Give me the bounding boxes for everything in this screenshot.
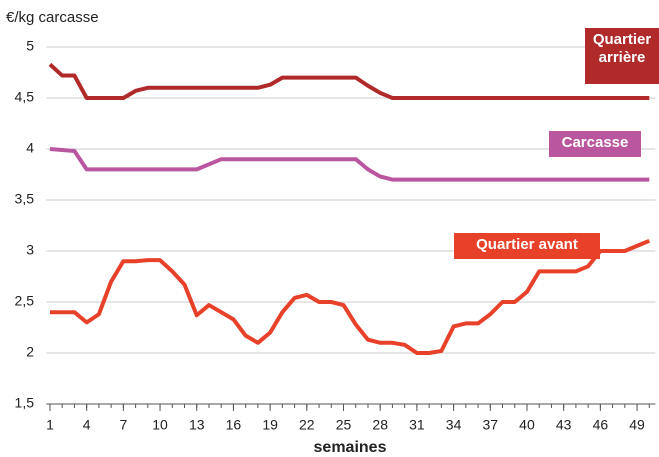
- x-tick-label: 40: [519, 417, 535, 433]
- series-line: [49, 147, 650, 182]
- x-tick-label: 46: [593, 417, 609, 433]
- x-tick-label: 49: [629, 417, 645, 433]
- x-tick-label: 37: [482, 417, 498, 433]
- x-tick-label: 25: [336, 417, 352, 433]
- x-tick-label: 16: [226, 417, 242, 433]
- x-tick-label: 13: [189, 417, 205, 433]
- x-tick-label: 10: [152, 417, 168, 433]
- series-label: Quartier arrière: [585, 28, 659, 84]
- x-tick-label: 1: [46, 417, 54, 433]
- y-tick-label: 4: [26, 140, 34, 156]
- y-axis-title: €/kg carcasse: [6, 9, 99, 26]
- series-line: [49, 238, 651, 355]
- x-tick-label: 28: [372, 417, 388, 433]
- y-tick-label: 4,5: [15, 89, 35, 105]
- x-tick-label: 19: [262, 417, 278, 433]
- y-tick-label: 3,5: [15, 191, 35, 207]
- x-tick-label: 43: [556, 417, 572, 433]
- y-tick-label: 2: [26, 344, 34, 360]
- x-tick-label: 22: [299, 417, 315, 433]
- x-tick-label: 4: [83, 417, 91, 433]
- series-line: [48, 62, 650, 100]
- y-tick-label: 3: [26, 242, 34, 258]
- x-tick-label: 7: [119, 417, 127, 433]
- y-tick-label: 2,5: [15, 293, 35, 309]
- series-label: Quartier avant: [454, 233, 600, 259]
- x-tick-label: 31: [409, 417, 425, 433]
- y-tick-label: 1,5: [15, 395, 35, 411]
- x-axis-title: semaines: [314, 439, 387, 456]
- y-tick-label: 5: [26, 38, 34, 54]
- series-label: Carcasse: [549, 131, 641, 157]
- x-tick-label: 34: [446, 417, 462, 433]
